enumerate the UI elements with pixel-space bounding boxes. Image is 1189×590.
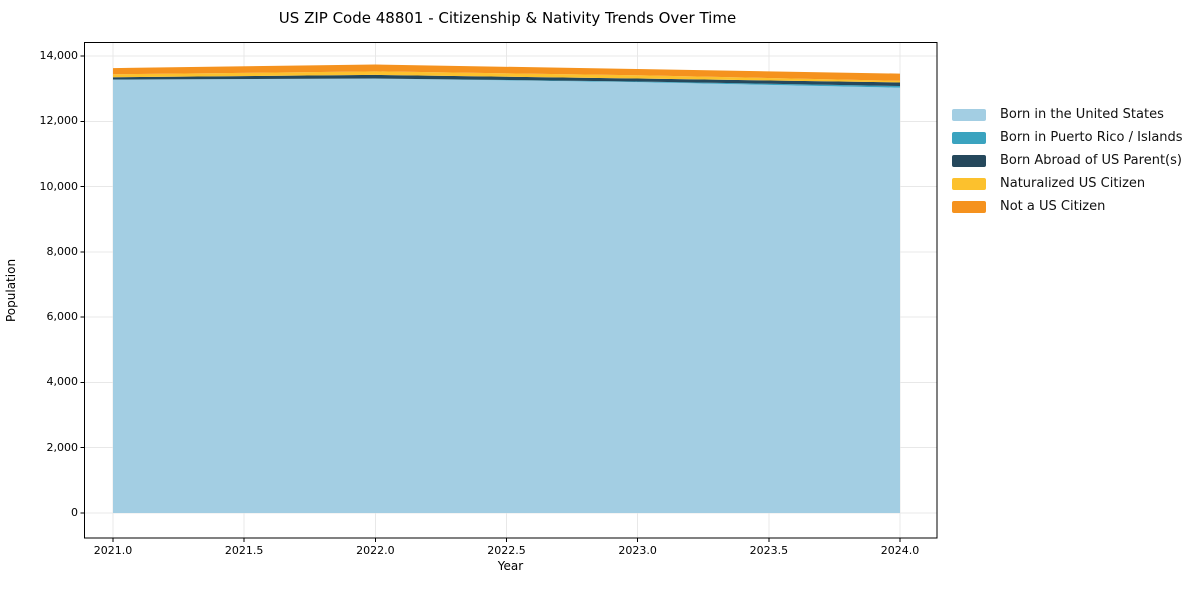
legend-label: Born Abroad of US Parent(s) [1000, 153, 1182, 168]
legend-swatch [952, 200, 986, 213]
y-tick-label: 6,000 [46, 310, 79, 324]
area-series [113, 74, 900, 87]
area-series [113, 64, 900, 81]
x-tick-label: 2021.0 [93, 544, 133, 557]
legend-item: Born Abroad of US Parent(s) [952, 149, 1183, 172]
legend-label: Born in the United States [1000, 107, 1164, 122]
y-tick-label: 14,000 [39, 49, 79, 62]
y-tick-label: 10,000 [39, 179, 79, 193]
x-tick-label: 2023.5 [749, 544, 789, 557]
x-tick-label: 2022.5 [487, 544, 526, 557]
legend-item: Naturalized US Citizen [952, 172, 1183, 195]
y-tick-label: 8,000 [46, 244, 79, 258]
plot-border [84, 42, 938, 539]
y-axis-label: Population [4, 258, 18, 322]
legend-label: Naturalized US Citizen [1000, 176, 1146, 191]
area-series [113, 71, 900, 83]
x-tick-label: 2022.0 [356, 544, 395, 557]
x-tick-label: 2023.0 [618, 544, 657, 557]
legend-swatch [952, 108, 986, 121]
chart-title: US ZIP Code 48801 - Citizenship & Nativi… [278, 9, 737, 27]
legend-label: Not a US Citizen [1000, 199, 1106, 214]
legend-label: Born in Puerto Rico / Islands [1000, 130, 1183, 145]
legend-item: Born in the United States [952, 103, 1183, 126]
legend-swatch [952, 131, 986, 144]
y-tick-label: 2,000 [46, 440, 79, 454]
legend-swatch [952, 154, 986, 167]
legend-item: Not a US Citizen [952, 195, 1183, 218]
x-tick-label: 2024.0 [880, 544, 920, 557]
y-tick-label: 0 [71, 506, 78, 519]
y-tick-label: 12,000 [39, 114, 79, 128]
y-tick-label: 4,000 [46, 375, 79, 389]
legend-item: Born in Puerto Rico / Islands [952, 126, 1183, 149]
legend: Born in the United States Born in Puerto … [952, 103, 1183, 218]
x-tick-label: 2021.5 [224, 544, 264, 557]
area-series [113, 78, 900, 514]
legend-swatch [952, 177, 986, 190]
x-axis-label: Year [497, 559, 524, 573]
